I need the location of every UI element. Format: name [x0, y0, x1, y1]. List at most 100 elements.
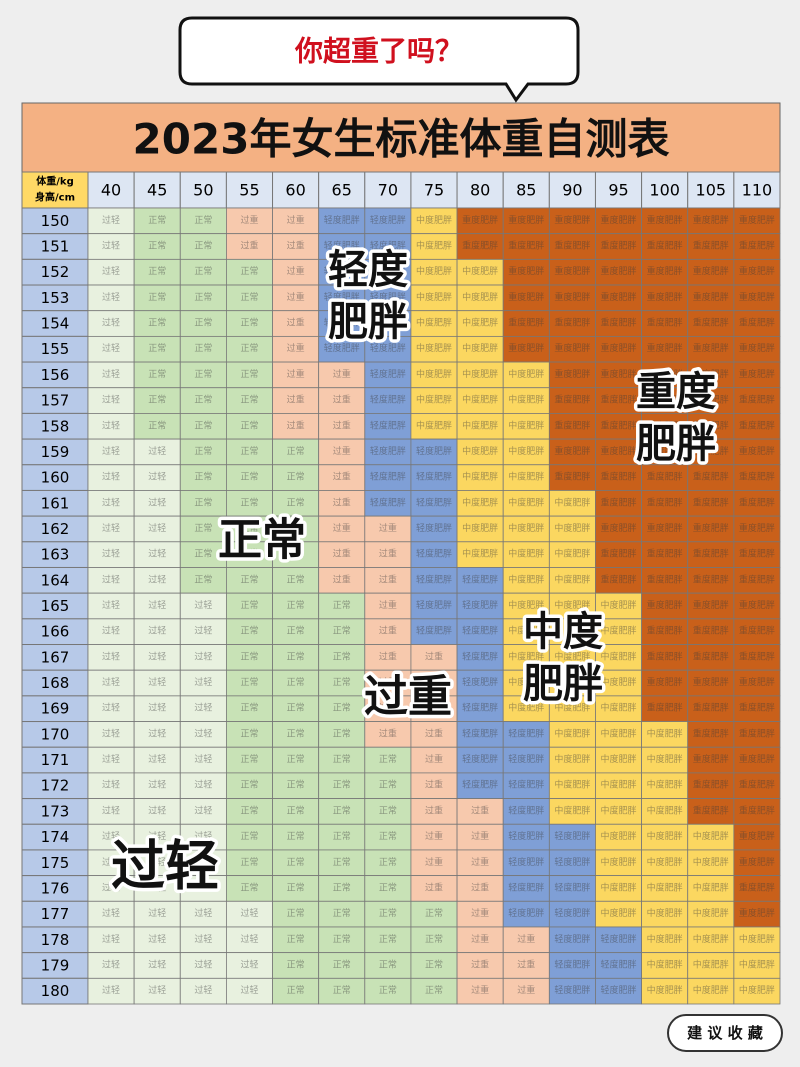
cell	[641, 438, 689, 466]
cell	[133, 567, 181, 594]
cell-text: 正常	[287, 522, 305, 534]
cell	[687, 746, 735, 774]
cell	[641, 669, 689, 697]
cell-text: 过轻	[194, 856, 212, 868]
cell	[410, 798, 458, 825]
cell	[225, 746, 273, 774]
cell	[733, 464, 781, 491]
cell-text: 过重	[287, 368, 305, 380]
cell	[179, 464, 227, 491]
cell-text: 过轻	[102, 368, 120, 380]
bookmark-text[interactable]: 建 议 收 藏	[687, 1024, 763, 1042]
cell-text: 重度肥胖	[601, 496, 637, 508]
cell	[179, 258, 227, 286]
cell	[548, 284, 596, 312]
cell-text: 中度肥胖	[693, 856, 729, 868]
cell-text: 重度肥胖	[601, 265, 637, 277]
cell-text: 重度肥胖	[462, 214, 498, 226]
cell-text: 重度肥胖	[693, 727, 729, 739]
cell-text: 重度肥胖	[647, 702, 683, 714]
cell	[179, 413, 227, 440]
cell	[595, 592, 643, 620]
cell	[318, 977, 366, 1005]
height-cell	[21, 695, 89, 723]
weight-header: 110	[742, 181, 773, 200]
cell-text: 过轻	[102, 240, 120, 252]
cell-text: 重度肥胖	[647, 676, 683, 688]
height-cell	[21, 798, 89, 825]
cell	[179, 387, 227, 414]
cell-text: 过轻	[194, 984, 212, 996]
cell-text: 正常	[240, 419, 258, 431]
cell	[318, 233, 366, 260]
cell-text: 正常	[240, 727, 258, 739]
cell	[133, 541, 181, 568]
cell-text: 重度肥胖	[693, 779, 729, 791]
height-cell	[21, 541, 89, 568]
cell-text: 重度肥胖	[601, 548, 637, 560]
cell-text: 重度肥胖	[739, 573, 775, 585]
height-cell	[21, 361, 89, 389]
cell-text: 正常	[333, 907, 351, 919]
bookmark-button[interactable]	[667, 1014, 783, 1052]
cell	[502, 952, 550, 979]
cell	[641, 413, 689, 440]
cell	[87, 772, 135, 799]
cell	[595, 438, 643, 466]
cell-text: 过轻	[240, 907, 258, 919]
cell-text: 过重	[425, 881, 443, 893]
cell-text: 重度肥胖	[693, 753, 729, 765]
cell	[364, 592, 412, 620]
cell	[502, 926, 550, 954]
cell	[595, 567, 643, 594]
cell	[318, 669, 366, 697]
cell-text: 重度肥胖	[647, 625, 683, 637]
cell-text: 轻度肥胖	[462, 650, 498, 662]
cell	[687, 284, 735, 312]
cell-text: 中度肥胖	[601, 599, 637, 611]
cell	[87, 618, 135, 645]
cell	[456, 361, 504, 389]
cell-text: 重度肥胖	[647, 548, 683, 560]
cell-text: 轻度肥胖	[601, 958, 637, 970]
cell-text: 过轻	[240, 958, 258, 970]
cell	[502, 464, 550, 491]
cell-text: 过重	[425, 650, 443, 662]
cell	[687, 310, 735, 337]
cell-text: 重度肥胖	[601, 240, 637, 252]
cell-text: 过轻	[148, 548, 166, 560]
cell-text: 重度肥胖	[554, 368, 590, 380]
cell-text: 过重	[379, 522, 397, 534]
cell-text: 重度肥胖	[647, 471, 683, 483]
cell-text: 中度肥胖	[462, 522, 498, 534]
cell-text: 正常	[287, 958, 305, 970]
cell-text: 过轻	[102, 804, 120, 816]
height-cell	[21, 412, 89, 440]
weight-header: 70	[378, 181, 398, 200]
cell	[456, 746, 504, 774]
cell-text: 中度肥胖	[693, 830, 729, 842]
cell	[364, 849, 412, 877]
cell	[225, 361, 273, 389]
cell-text: 过轻	[102, 342, 120, 354]
cell	[364, 772, 412, 799]
cell-text: 过重	[517, 984, 535, 996]
cell	[179, 618, 227, 645]
cell-text: 中度肥胖	[693, 958, 729, 970]
cell-text: 正常	[287, 445, 305, 457]
cell	[456, 233, 504, 260]
cell	[133, 875, 181, 902]
bubble-text: 你超重了吗？	[294, 35, 463, 68]
cell-text: 过轻	[148, 625, 166, 637]
cell-text: 中度肥胖	[601, 753, 637, 765]
cell	[179, 798, 227, 825]
cell-text: 过轻	[148, 856, 166, 868]
cell	[318, 361, 366, 389]
cell-text: 轻度肥胖	[508, 830, 544, 842]
cell	[364, 977, 412, 1005]
cell-text: 过轻	[194, 727, 212, 739]
cell-text: 过重	[425, 804, 443, 816]
cell	[733, 387, 781, 414]
cell	[456, 258, 504, 286]
